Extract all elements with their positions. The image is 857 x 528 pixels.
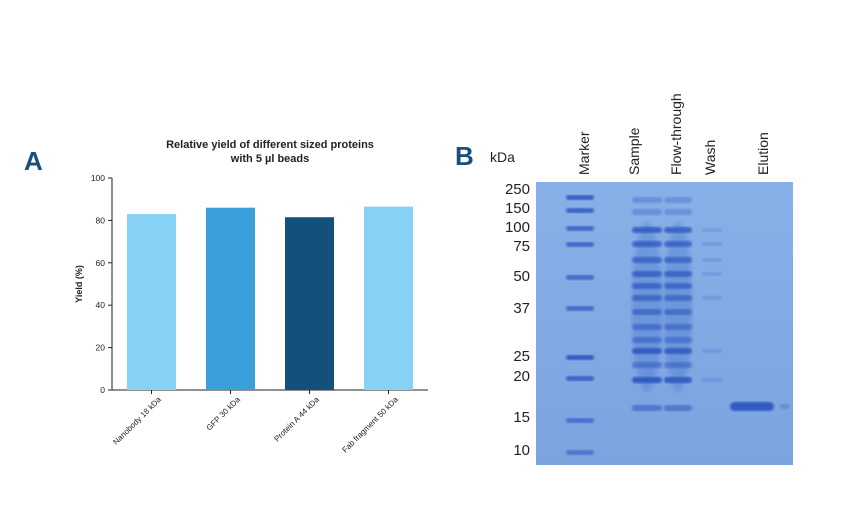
marker-band-8 <box>566 418 594 423</box>
marker-band-7 <box>566 376 594 381</box>
y-tick-label-0: 0 <box>100 385 105 395</box>
chart-title: Relative yield of different sized protei… <box>120 138 420 166</box>
x-tick-label-2: Protein A 44 kDa <box>272 395 321 444</box>
marker-band-5 <box>566 306 594 311</box>
mw-label-37: 37 <box>513 300 530 317</box>
kda-unit-label: kDa <box>490 149 515 165</box>
mw-label-10: 10 <box>513 442 530 459</box>
sample-band-1 <box>632 209 662 215</box>
gel-bands <box>566 195 790 455</box>
bar-3 <box>364 206 413 390</box>
x-tick-label-0: Nanobody 18 kDa <box>111 395 163 447</box>
bar-2 <box>285 217 334 390</box>
sample-band-14 <box>632 405 662 411</box>
x-tick-label-3: Fab fragment 50 kDa <box>340 395 400 455</box>
wash-band-6 <box>702 378 722 382</box>
wash-band-5 <box>702 349 722 353</box>
lane-label-flow-through: Flow-through <box>668 93 684 175</box>
marker-band-3 <box>566 242 594 247</box>
bar-1 <box>206 207 255 390</box>
x-tick-label-1: GFP 30 kDa <box>205 395 243 433</box>
sds-page-gel-image <box>536 182 793 465</box>
chart-title-line-1: Relative yield of different sized protei… <box>166 139 374 151</box>
marker-band-9 <box>566 450 594 455</box>
marker-band-4 <box>566 275 594 280</box>
marker-band-1 <box>566 208 594 213</box>
mw-label-75: 75 <box>513 238 530 255</box>
wash-band-0 <box>702 228 722 232</box>
marker-band-6 <box>566 355 594 360</box>
mw-label-20: 20 <box>513 368 530 385</box>
mw-label-150: 150 <box>504 200 530 217</box>
chart-title-line-2: with 5 µl beads <box>230 153 310 165</box>
y-tick-label-3: 60 <box>96 258 106 268</box>
flow-through-smear <box>664 222 692 392</box>
sample-band-0 <box>632 197 662 203</box>
y-tick-label-5: 100 <box>91 173 105 183</box>
lane-label-marker: Marker <box>576 131 592 175</box>
wash-band-2 <box>702 258 722 262</box>
lane-label-wash: Wash <box>702 139 718 175</box>
wash-band-1 <box>702 242 722 246</box>
elution-band <box>730 402 774 411</box>
sample-smear <box>632 222 662 392</box>
y-axis-title: Yield (%) <box>74 265 84 303</box>
flow-through-band-0 <box>664 197 692 203</box>
lane-label-elution: Elution <box>755 132 771 175</box>
panel-letter-a: A <box>24 146 43 176</box>
flow-through-band-1 <box>664 209 692 215</box>
mw-label-25: 25 <box>513 348 530 365</box>
mw-label-50: 50 <box>513 268 530 285</box>
mw-label-250: 250 <box>504 181 530 198</box>
wash-band-3 <box>702 272 722 276</box>
mw-label-15: 15 <box>513 409 530 426</box>
wash-band-4 <box>702 296 722 300</box>
mw-label-100: 100 <box>504 219 530 236</box>
elution-faint-band <box>780 404 790 409</box>
y-tick-label-2: 40 <box>96 300 106 310</box>
marker-band-2 <box>566 226 594 231</box>
marker-band-0 <box>566 195 594 200</box>
panel-letter-b: B <box>455 141 474 171</box>
y-tick-label-1: 20 <box>96 343 106 353</box>
y-tick-label-4: 80 <box>96 215 106 225</box>
bar-0 <box>127 214 176 390</box>
lane-label-sample: Sample <box>626 127 642 175</box>
flow-through-band-14 <box>664 405 692 411</box>
chart-marks: 0 20 40 60 80 100 Yield (%) Nanobody 18 kDa GFP … <box>74 173 428 455</box>
